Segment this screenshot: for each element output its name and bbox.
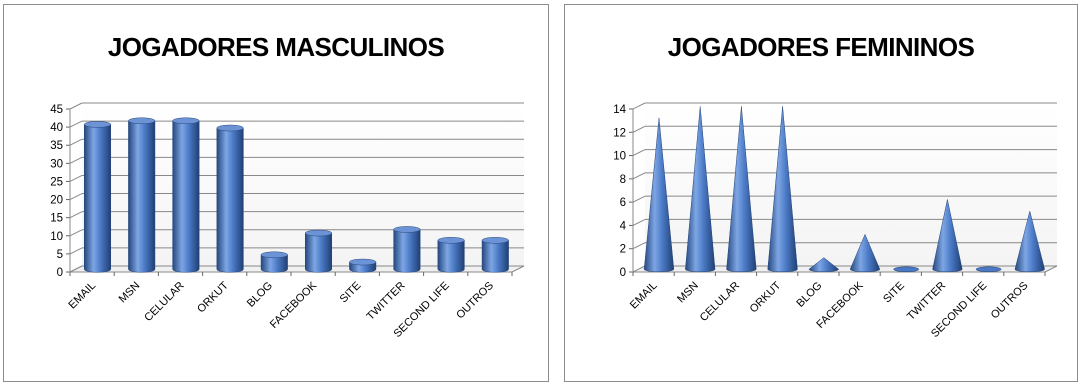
gridline-depth [69,229,83,237]
x-category-label: MSN [675,280,701,306]
gridline-depth [69,102,83,110]
x-category-label: MSN [117,280,143,306]
y-tick-label: 0 [620,267,626,279]
y-tick-label: 45 [50,104,63,116]
gridline-depth [69,211,83,219]
x-category-label: ORKUT [195,279,231,315]
y-tick-label: 2 [620,244,626,256]
y-tick-label: 14 [613,104,626,116]
gridline-depth [632,102,646,110]
x-category-label: FACEBOOK [268,279,320,331]
cone-orkut [767,106,798,273]
bar-outros [481,237,509,273]
gridline-depth [632,125,646,133]
gridline-depth [69,193,83,201]
cone-blog [808,257,839,273]
gridline-depth [69,138,83,146]
cone-msn [685,106,716,273]
x-category-label: ORKUT [748,279,784,315]
bar-chart-masculinos: 0 5 10 15 20 25 30 35 40 45 EMAIL MSN CELULAR ORKUT BL… [50,102,525,340]
cone-outros [1014,211,1045,273]
cone-site [893,266,920,273]
gridline-depth [69,156,83,164]
bar-facebook [304,229,333,273]
y-tick-label: 10 [50,231,63,243]
chart-title: JOGADORES MASCULINOS [107,32,445,62]
bar-msn [128,117,156,273]
y-tick-label: 30 [50,158,63,170]
gridline-depth [632,218,646,226]
cone-celular [726,106,757,273]
x-category-label: SITE [338,280,364,306]
x-category-label: OUTROS [454,280,496,322]
chart-title: JOGADORES FEMININOS [667,32,975,62]
x-category-label: CELULAR [142,280,186,324]
cone-twitter [932,199,963,273]
x-category-label: EMAIL [66,280,98,312]
x-category-label: BLOG [245,280,275,310]
gridline-depth [632,242,646,250]
gridline-depth [69,174,83,182]
bar-second-life [437,237,465,273]
y-tick-label: 0 [57,267,63,279]
y-tick-label: 6 [620,197,626,209]
x-category-label: TWITTER [365,280,408,323]
plot-back-wall [645,103,1057,266]
y-tick-label: 15 [50,213,63,225]
y-tick-label: 4 [620,220,627,232]
bar-orkut [216,124,244,273]
x-category-label: CELULAR [698,280,742,324]
gridline-depth [632,195,646,203]
bar-site [349,258,377,273]
cone-second-life [975,266,1002,273]
gridline-depth [69,247,83,255]
gridline-depth [632,149,646,157]
cone-facebook [849,233,881,273]
chart-panel-femininos: JOGADORES FEMININOS 0 2 4 6 8 10 12 14 EMAIL MSN C… [564,4,1078,382]
y-tick-label: 12 [613,127,626,139]
bar-twitter [393,226,421,273]
y-tick-label: 35 [50,140,63,152]
cone-email [643,117,675,273]
bar-email [83,121,112,273]
bar-celular [172,117,200,273]
chart-panel-masculinos: JOGADORES MASCULINOS 0 5 10 15 20 25 30 35 40 45 E… [3,4,549,382]
gridline-depth [632,172,646,180]
x-category-label: OUTROS [989,280,1031,322]
y-tick-label: 40 [50,122,63,134]
y-tick-label: 25 [50,176,63,188]
x-category-label: TWITTER [905,280,948,323]
x-category-label: SITE [881,280,907,306]
bar-blog [260,251,288,273]
y-tick-label: 10 [613,151,626,163]
y-tick-label: 20 [50,195,63,207]
y-tick-label: 5 [57,249,63,261]
y-tick-label: 8 [620,174,626,186]
x-category-label: BLOG [794,280,824,310]
x-category-label: EMAIL [628,280,660,312]
gridline-depth [69,120,83,128]
